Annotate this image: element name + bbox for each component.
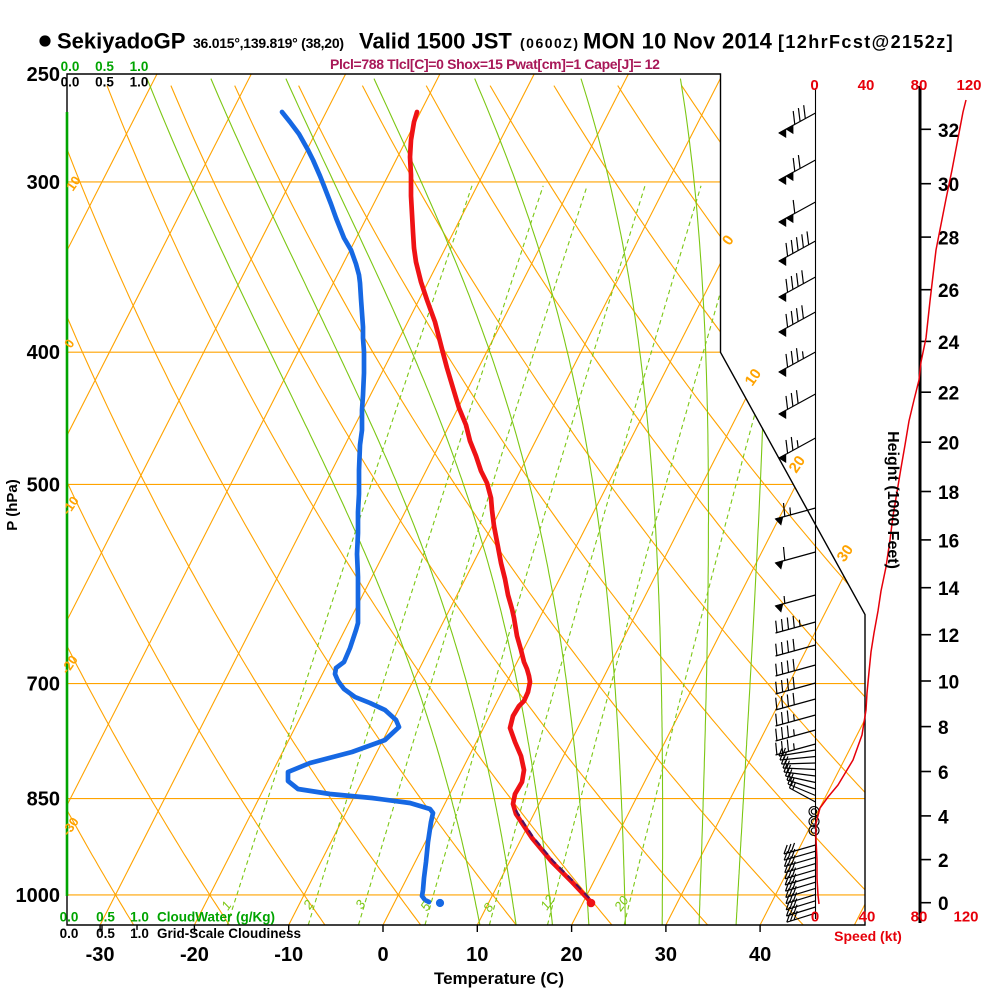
svg-text:1.0: 1.0 [130, 926, 149, 941]
svg-text:30: 30 [834, 542, 857, 565]
svg-text:18: 18 [938, 483, 959, 504]
svg-text:26: 26 [938, 281, 959, 302]
svg-text:0.5: 0.5 [95, 59, 114, 74]
svg-text:80: 80 [911, 77, 928, 94]
svg-text:Temperature (C): Temperature (C) [434, 969, 564, 988]
svg-text:36.015°,139.819° (38,20): 36.015°,139.819° (38,20) [193, 35, 344, 51]
svg-text:24: 24 [938, 333, 960, 354]
svg-text:10: 10 [938, 673, 959, 694]
svg-text:400: 400 [27, 342, 60, 364]
svg-text:(0600Z): (0600Z) [520, 35, 580, 51]
svg-text:12: 12 [938, 626, 959, 647]
svg-text:80: 80 [911, 909, 928, 926]
svg-text:300: 300 [27, 172, 60, 194]
svg-text:CloudWater (g/Kg): CloudWater (g/Kg) [157, 910, 275, 925]
svg-text:16: 16 [938, 531, 959, 552]
svg-text:P (hPa): P (hPa) [4, 479, 21, 530]
svg-text:-30: -30 [86, 944, 115, 966]
svg-text:10: 10 [742, 366, 765, 389]
svg-text:SekiyadoGP: SekiyadoGP [57, 29, 185, 54]
svg-text:8: 8 [938, 718, 949, 739]
svg-text:0.5: 0.5 [96, 910, 115, 925]
svg-text:1000: 1000 [16, 885, 61, 907]
svg-text:120: 120 [956, 77, 981, 94]
svg-text:Speed (kt): Speed (kt) [834, 928, 902, 944]
svg-text:10: 10 [466, 944, 488, 966]
svg-text:0.5: 0.5 [96, 926, 115, 941]
svg-text:250: 250 [27, 64, 60, 86]
svg-text:4: 4 [938, 807, 949, 828]
svg-text:0.0: 0.0 [60, 926, 79, 941]
svg-text:Height (1000 Feet): Height (1000 Feet) [884, 431, 901, 569]
svg-text:40: 40 [858, 77, 875, 94]
svg-text:Grid-Scale Cloudiness: Grid-Scale Cloudiness [157, 926, 301, 941]
svg-text:40: 40 [859, 909, 876, 926]
svg-text:10: 10 [63, 173, 84, 193]
svg-text:-10: -10 [274, 944, 303, 966]
svg-text:-20: -20 [180, 944, 209, 966]
svg-text:20: 20 [786, 453, 809, 476]
svg-text:0.5: 0.5 [95, 75, 114, 90]
svg-text:700: 700 [27, 674, 60, 696]
svg-text:0.0: 0.0 [60, 910, 79, 925]
svg-text:MON 10 Nov 2014: MON 10 Nov 2014 [583, 29, 773, 54]
svg-text:1.0: 1.0 [130, 59, 149, 74]
svg-text:0: 0 [810, 77, 818, 94]
svg-text:500: 500 [27, 474, 60, 496]
svg-text:Plcl=788 Tlcl[C]=0 Shox=15 Pwa: Plcl=788 Tlcl[C]=0 Shox=15 Pwat[cm]=1 Ca… [330, 56, 660, 72]
svg-text:20: 20 [560, 944, 582, 966]
svg-text:6: 6 [938, 763, 949, 784]
svg-text:1.0: 1.0 [130, 910, 149, 925]
svg-text:32: 32 [938, 121, 959, 142]
svg-text:120: 120 [953, 909, 978, 926]
svg-text:20: 20 [938, 434, 959, 455]
svg-text:2: 2 [938, 851, 949, 872]
svg-text:22: 22 [938, 384, 959, 405]
svg-text:14: 14 [938, 579, 960, 600]
svg-text:28: 28 [938, 229, 959, 250]
svg-text:850: 850 [27, 789, 60, 811]
svg-text:30: 30 [655, 944, 677, 966]
svg-text:0: 0 [938, 894, 949, 915]
svg-text:[12hrFcst@2152z]: [12hrFcst@2152z] [778, 32, 954, 52]
svg-text:0: 0 [377, 944, 388, 966]
svg-text:0: 0 [811, 909, 819, 926]
svg-text:40: 40 [749, 944, 771, 966]
svg-text:1.0: 1.0 [130, 75, 149, 90]
svg-text:0.0: 0.0 [61, 75, 80, 90]
svg-text:Valid 1500 JST: Valid 1500 JST [359, 29, 512, 54]
svg-text:0.0: 0.0 [61, 59, 80, 74]
